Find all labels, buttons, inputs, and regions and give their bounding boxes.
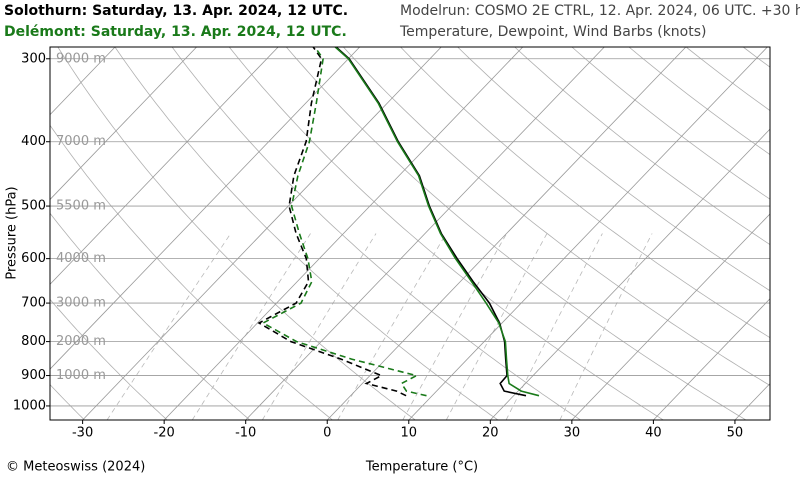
mixing-ratio-line	[402, 233, 508, 420]
x-tick-label: 10	[401, 426, 418, 441]
isotherm-grid-line	[82, 47, 442, 420]
mixing-ratio-line	[505, 233, 603, 420]
x-tick-label: -20	[154, 426, 175, 441]
dewpoint-line	[261, 47, 427, 397]
y-tick-label: 1000	[13, 398, 46, 413]
x-tick-label: 0	[323, 426, 331, 441]
isotherm-grid-line	[163, 47, 524, 420]
credit: © Meteoswiss (2024)	[6, 460, 145, 475]
dry-adiabat	[285, 47, 747, 420]
dry-adiabat	[685, 47, 770, 112]
dry-adiabat	[228, 47, 664, 420]
dry-adiabat	[114, 47, 499, 420]
height-label: 4000 m	[56, 251, 106, 266]
x-tick-label: 30	[564, 426, 581, 441]
station-title: Delémont: Saturday, 13. Apr. 2024, 12 UT…	[4, 24, 347, 40]
y-tick-label: 600	[21, 251, 46, 266]
height-label: 9000 m	[56, 51, 106, 66]
dry-adiabat	[50, 298, 168, 420]
x-axis-label: Temperature (°C)	[365, 460, 478, 475]
plot-background	[50, 28, 800, 420]
y-tick-label: 700	[21, 296, 46, 311]
y-tick-label: 800	[21, 334, 46, 349]
plot-frame	[49, 46, 771, 421]
x-tick-label: 40	[645, 426, 662, 441]
dry-adiabat	[775, 28, 800, 420]
y-tick-label: 900	[21, 368, 46, 383]
isotherm-grid-line	[245, 47, 605, 420]
dry-adiabat	[171, 47, 581, 420]
height-label: 2000 m	[56, 334, 106, 349]
isotherm-grid-line	[571, 213, 770, 420]
mixing-ratio-line	[191, 233, 311, 420]
x-tick-label: 20	[482, 426, 499, 441]
isotherm-grid-line	[653, 298, 770, 420]
subtitle: Temperature, Dewpoint, Wind Barbs (knots…	[399, 24, 707, 40]
subtitle: Modelrun: COSMO 2E CTRL, 12. Apr. 2024, …	[400, 3, 800, 19]
x-tick-label: -10	[235, 426, 256, 441]
mixing-ratio-line	[106, 233, 232, 420]
x-tick-label: 50	[727, 426, 744, 441]
y-tick-label: 300	[21, 51, 46, 66]
mixing-ratio-line	[559, 233, 653, 420]
height-label: 3000 m	[56, 296, 106, 311]
mixing-ratio-line	[445, 233, 548, 420]
isotherm	[50, 47, 360, 370]
isotherm	[50, 47, 197, 201]
dewpoint-line	[257, 47, 407, 397]
temperature-line	[334, 47, 540, 397]
isotherm-grid-line	[326, 47, 687, 420]
height-label: 5500 m	[56, 199, 106, 214]
height-label: 1000 m	[56, 368, 106, 383]
y-tick-label: 500	[21, 199, 46, 214]
isotherm-grid-line	[408, 47, 768, 420]
y-axis-label: Pressure (hPa)	[5, 186, 20, 279]
isotherm-grid-line	[734, 382, 770, 420]
temperature-line	[335, 47, 527, 397]
y-tick-label: 400	[21, 134, 46, 149]
dry-adiabat	[50, 212, 251, 420]
station-title: Solothurn: Saturday, 13. Apr. 2024, 12 U…	[4, 3, 348, 19]
isotherm	[50, 47, 116, 116]
x-tick-label: -30	[72, 426, 93, 441]
isotherm-grid-line	[490, 128, 770, 420]
isotherm	[50, 47, 279, 285]
dry-adiabat	[628, 47, 770, 156]
mixing-ratio-line	[262, 233, 377, 420]
height-label: 7000 m	[56, 134, 106, 149]
plot-data	[257, 47, 540, 397]
